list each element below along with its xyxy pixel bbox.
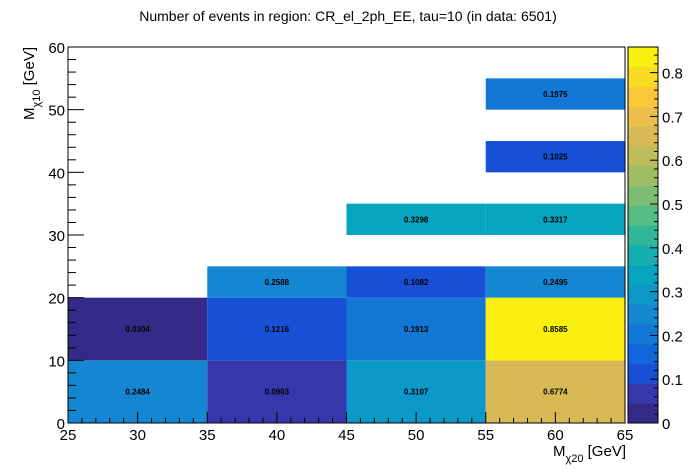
color-scale-band bbox=[628, 66, 658, 88]
cell-value-label: 0.2588 bbox=[265, 278, 290, 287]
color-scale-band bbox=[628, 145, 658, 167]
color-scale-band bbox=[628, 284, 658, 305]
x-axis-title-sub: χ20 bbox=[565, 453, 583, 465]
x-axis-title: Mχ20 [GeV] bbox=[553, 443, 626, 465]
color-scale-tick-label: 0.3 bbox=[662, 285, 683, 302]
heatmap-cell bbox=[68, 297, 208, 361]
color-scale-frame bbox=[627, 46, 659, 424]
color-scale-band bbox=[628, 304, 658, 325]
color-scale-tick-label: 0.1 bbox=[662, 372, 683, 389]
y-axis-title-main: M bbox=[21, 108, 38, 121]
cell-value-label: 0.1025 bbox=[543, 153, 568, 162]
y-tick-label: 0 bbox=[57, 416, 65, 433]
cell-value-label: 0.1913 bbox=[404, 325, 429, 334]
y-tick-label: 10 bbox=[48, 353, 65, 370]
color-scale-tick-label: 0.2 bbox=[662, 328, 683, 345]
color-scale-tick-label: 0.4 bbox=[662, 241, 683, 258]
color-scale-band bbox=[628, 205, 658, 226]
x-tick-label: 50 bbox=[408, 427, 425, 444]
color-scale-band bbox=[628, 324, 658, 345]
cell-value-label: 0.1216 bbox=[265, 325, 290, 334]
x-tick-label: 65 bbox=[617, 427, 634, 444]
y-axis-title: Mχ10 [GeV] bbox=[21, 47, 43, 120]
cell-value-label: 0.6774 bbox=[543, 388, 568, 397]
cell-value-label: 0.0304 bbox=[125, 325, 150, 334]
x-tick-label: 60 bbox=[547, 427, 564, 444]
color-scale-band bbox=[628, 264, 658, 285]
cell-value-label: 0.3298 bbox=[404, 215, 429, 224]
cell-value-label: 0.1975 bbox=[543, 90, 568, 99]
color-scale-band bbox=[628, 363, 658, 384]
axes: 25 30 35 40 45 50 55 60 65 0 10 20 30 40 50 60 bbox=[48, 40, 633, 444]
color-scale-tick-label: 0.5 bbox=[662, 197, 683, 214]
color-scale-band bbox=[628, 126, 658, 147]
x-axis-title-unit: [GeV] bbox=[583, 443, 626, 460]
color-scale-band bbox=[628, 86, 658, 107]
y-tick-label: 30 bbox=[48, 228, 65, 245]
color-scale-band bbox=[628, 383, 658, 404]
color-scale-band bbox=[628, 165, 658, 187]
color-scale-tick-label: 0.8 bbox=[662, 66, 683, 83]
cell-value-label: 0.3317 bbox=[543, 215, 568, 224]
color-scale-band bbox=[628, 47, 658, 68]
x-tick-label: 35 bbox=[199, 427, 216, 444]
color-scale-tick-label: 0 bbox=[662, 416, 670, 433]
cell-value-label: 0.8585 bbox=[543, 325, 568, 334]
y-axis-title-unit: [GeV] bbox=[21, 47, 38, 90]
x-tick-label: 25 bbox=[60, 427, 77, 444]
color-scale: 0 0.1 0.2 0.3 0.4 0.5 0.6 0.7 0.8 bbox=[627, 46, 683, 433]
heatmap-cell bbox=[485, 266, 625, 298]
heatmap-cell bbox=[485, 297, 625, 361]
cell-value-label: 0.1082 bbox=[404, 278, 429, 287]
x-axis-title-main: M bbox=[553, 443, 566, 460]
heatmap-cells: 0.2484 0.0903 0.3107 0.6774 0.0304 0.1216 0.19… bbox=[68, 78, 625, 423]
color-scale-tick-label: 0.7 bbox=[662, 109, 683, 126]
y-axis-title-sub: χ10 bbox=[31, 90, 43, 108]
color-scale-band bbox=[628, 185, 658, 206]
color-scale-band bbox=[628, 343, 658, 365]
color-scale-band bbox=[628, 403, 658, 424]
cell-value-label: 0.3107 bbox=[404, 388, 429, 397]
color-scale-band bbox=[628, 106, 658, 127]
color-scale-tick-label: 0.6 bbox=[662, 153, 683, 170]
heatmap-cell bbox=[485, 78, 625, 110]
y-tick-label: 60 bbox=[48, 40, 65, 57]
color-scale-band bbox=[628, 225, 658, 246]
x-tick-label: 40 bbox=[269, 427, 286, 444]
y-tick-label: 40 bbox=[48, 165, 65, 182]
heatmap-cell bbox=[207, 266, 347, 298]
heatmap-cell bbox=[346, 297, 486, 361]
x-tick-label: 30 bbox=[129, 427, 146, 444]
cell-value-label: 0.0903 bbox=[265, 388, 290, 397]
heatmap-cell bbox=[485, 203, 625, 235]
heatmap-cell bbox=[346, 266, 486, 298]
color-scale-band bbox=[628, 244, 658, 266]
x-tick-label: 55 bbox=[477, 427, 494, 444]
cell-value-label: 0.2495 bbox=[543, 278, 568, 287]
heatmap-cell bbox=[207, 297, 347, 361]
chart-title: Number of events in region: CR_el_2ph_EE… bbox=[139, 8, 557, 24]
heatmap-cell bbox=[346, 203, 486, 235]
x-tick-label: 45 bbox=[338, 427, 355, 444]
cell-value-label: 0.2484 bbox=[125, 388, 150, 397]
y-tick-label: 50 bbox=[48, 103, 65, 120]
y-tick-label: 20 bbox=[48, 291, 65, 308]
heatmap-cell bbox=[485, 141, 625, 173]
